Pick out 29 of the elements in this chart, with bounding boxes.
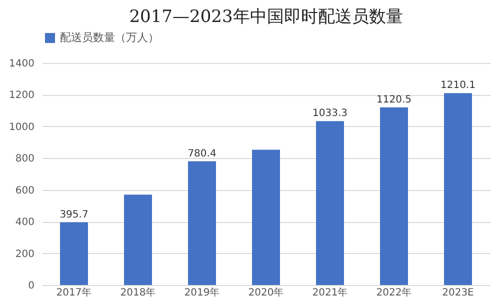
data-label: 395.7: [60, 209, 88, 220]
x-tick-label: 2019年: [184, 286, 220, 298]
data-label: 1033.3: [312, 108, 348, 120]
y-tick-label: 800: [15, 154, 34, 165]
legend-label: 配送员数量（万人）: [60, 31, 159, 44]
bar: [444, 93, 472, 285]
x-tick-label: 2018年: [120, 286, 156, 298]
bar: [380, 107, 408, 285]
bar: [60, 222, 88, 285]
x-tick-label: 2020年: [248, 286, 284, 298]
y-tick-label: 0: [28, 280, 34, 292]
x-tick-label: 2017年: [56, 286, 92, 298]
y-tick-label: 1000: [9, 122, 34, 133]
data-label: 780.4: [188, 148, 216, 160]
chart-title: 2017—2023年中国即时配送员数量: [129, 7, 403, 27]
bar: [188, 161, 216, 285]
data-label: 1210.1: [440, 80, 476, 92]
data-label: 1120.5: [376, 94, 412, 106]
bar: [252, 150, 280, 285]
y-tick-label: 400: [15, 217, 34, 228]
bar: [124, 194, 152, 285]
bar: [316, 121, 344, 285]
y-tick-label: 600: [15, 185, 34, 196]
x-tick-label: 2021年: [312, 286, 348, 298]
x-tick-label: 2022年: [376, 286, 412, 298]
y-tick-label: 1400: [9, 58, 34, 70]
y-tick-label: 200: [15, 248, 34, 260]
y-tick-label: 1200: [9, 90, 34, 102]
x-tick-label: 2023E: [442, 288, 474, 298]
